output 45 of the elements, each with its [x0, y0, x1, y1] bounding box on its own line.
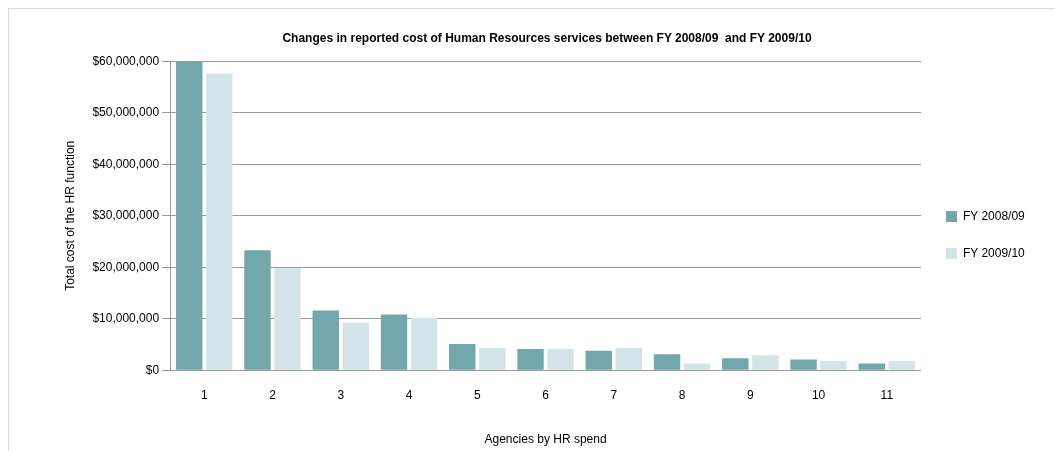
bar: [888, 360, 916, 370]
chart-title: Changes in reported cost of Human Resources services between FY 2008/09 and FY 2009/10: [282, 30, 812, 45]
bar: [244, 250, 271, 370]
bar: [653, 354, 681, 370]
bar: [206, 73, 233, 370]
x-tick-label: 10: [811, 387, 826, 402]
y-tick-label: $10,000,000: [92, 311, 160, 326]
bar: [517, 349, 544, 370]
bar: [790, 359, 817, 370]
bar: [683, 363, 711, 370]
x-tick-label: 6: [542, 387, 550, 402]
bar: [312, 310, 339, 370]
x-tick-label: 9: [746, 387, 754, 402]
x-tick-label: 3: [337, 387, 345, 402]
y-axis-title: Total cost of the HR function: [62, 140, 77, 291]
bar: [547, 349, 574, 370]
bar: [380, 314, 408, 370]
bar: [449, 343, 476, 370]
y-tick-label: $50,000,000: [92, 105, 160, 120]
x-tick-label: 1: [200, 387, 208, 402]
bar: [858, 363, 886, 370]
bar: [820, 360, 847, 370]
legend-label: FY 2009/10: [962, 245, 1026, 260]
y-tick-label: $30,000,000: [92, 208, 160, 223]
y-tick-label: $40,000,000: [92, 156, 160, 171]
x-tick-label: 2: [269, 387, 277, 402]
bar: [585, 350, 612, 370]
bar: [410, 317, 438, 370]
y-tick-label: $60,000,000: [92, 53, 160, 68]
x-tick-label: 4: [405, 387, 413, 402]
x-tick-label: 8: [678, 387, 686, 402]
x-tick-label: 7: [610, 387, 618, 402]
x-tick-label: 5: [473, 387, 481, 402]
bar: [479, 348, 506, 370]
bar: [176, 61, 203, 370]
bar: [722, 358, 749, 370]
legend-label: FY 2008/09: [962, 208, 1026, 223]
bar: [752, 355, 779, 370]
y-tick-label: $20,000,000: [92, 259, 160, 274]
bar: [342, 322, 370, 370]
y-tick-label: $0: [145, 362, 160, 377]
bar: [274, 268, 301, 370]
bar: [615, 348, 643, 370]
x-axis-title: Agencies by HR spend: [484, 432, 607, 447]
x-tick-label: 11: [880, 387, 894, 402]
